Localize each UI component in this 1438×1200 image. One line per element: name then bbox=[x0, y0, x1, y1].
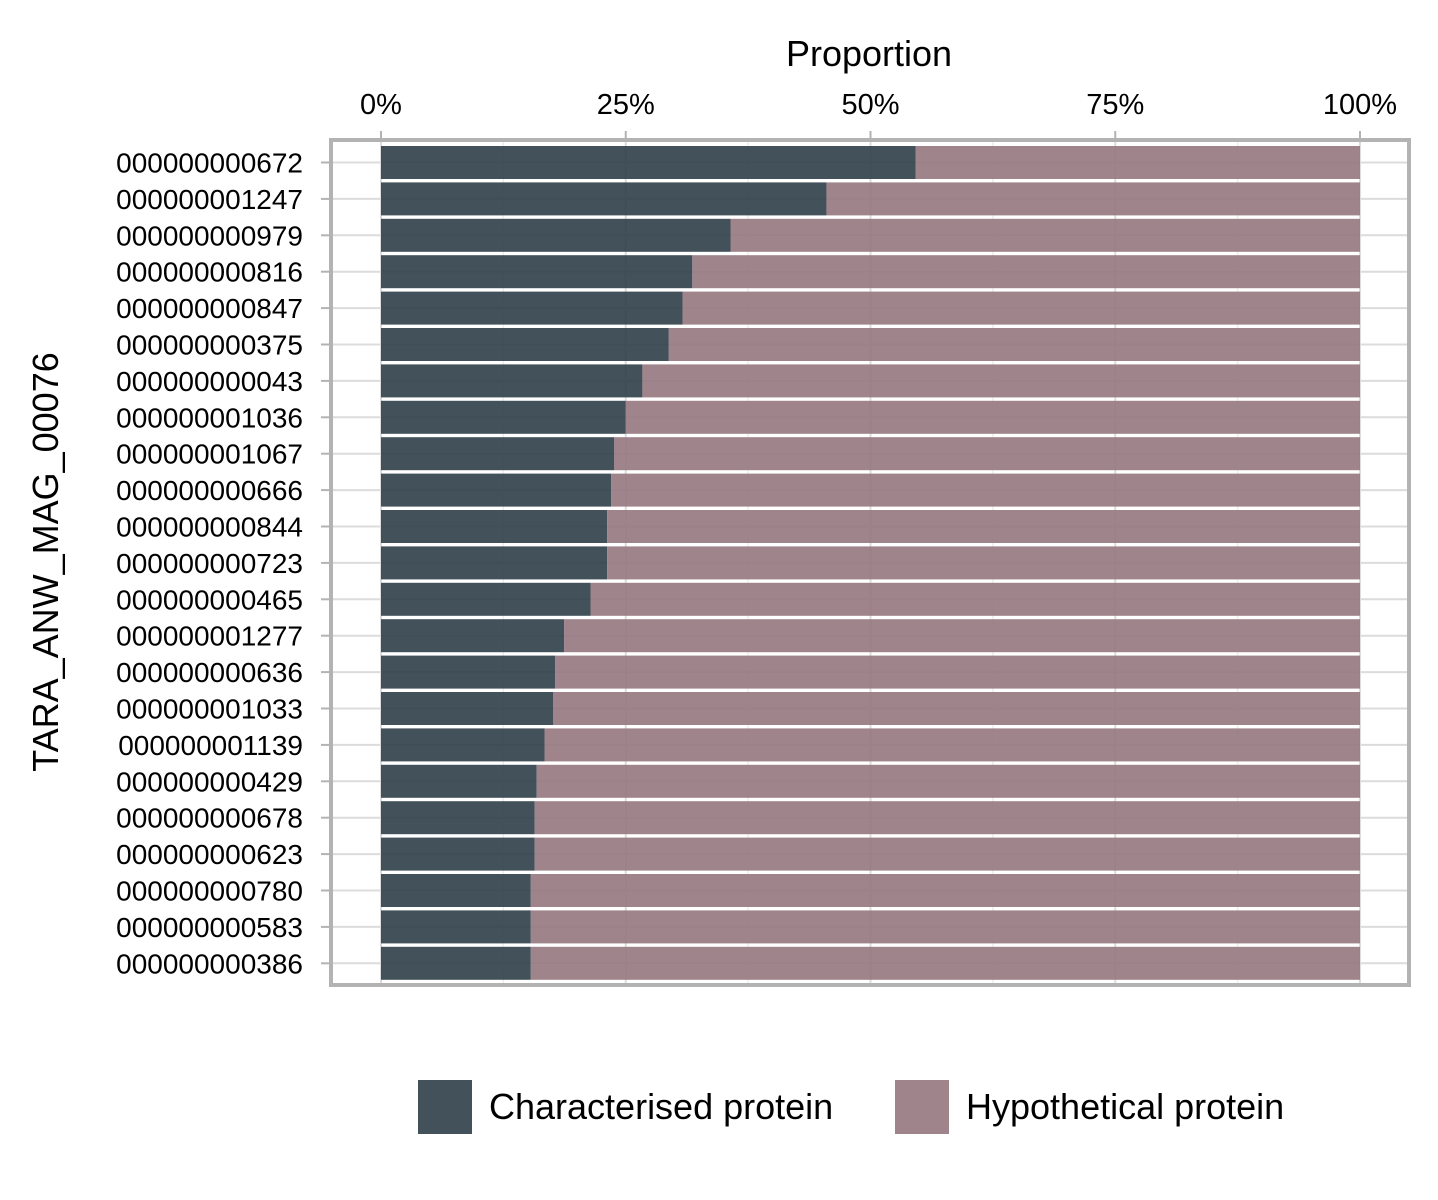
y-tick-label: 000000000678 bbox=[116, 803, 303, 834]
bar-characterised-000000001139 bbox=[381, 728, 545, 762]
bar-hypothetical-000000000429 bbox=[536, 764, 1360, 798]
bar-hypothetical-000000001067 bbox=[614, 437, 1360, 471]
y-tick-label: 000000001277 bbox=[116, 621, 303, 652]
y-tick-label: 000000000043 bbox=[116, 366, 303, 397]
bar-characterised-000000000429 bbox=[381, 764, 537, 798]
bar-characterised-000000000043 bbox=[381, 364, 643, 398]
y-tick-label: 000000001139 bbox=[118, 730, 303, 761]
bar-characterised-000000000979 bbox=[381, 218, 731, 252]
bar-characterised-000000001067 bbox=[381, 437, 615, 471]
y-tick-label: 000000001067 bbox=[116, 439, 303, 470]
bar-hypothetical-000000001033 bbox=[553, 692, 1360, 725]
y-tick-label: 000000000465 bbox=[116, 584, 303, 615]
y-tick-label: 000000000583 bbox=[116, 912, 303, 943]
bar-characterised-000000000844 bbox=[381, 510, 608, 543]
y-tick-label: 000000000780 bbox=[116, 876, 303, 907]
bar-hypothetical-000000000816 bbox=[692, 255, 1360, 289]
bar-characterised-000000000465 bbox=[381, 582, 591, 616]
bar-characterised-000000000847 bbox=[381, 291, 683, 325]
y-tick-label: 000000000636 bbox=[116, 657, 303, 688]
bar-characterised-000000000678 bbox=[381, 801, 535, 835]
bar-characterised-000000000583 bbox=[381, 910, 531, 944]
x-tick-label: 0% bbox=[360, 89, 402, 121]
bar-hypothetical-000000000465 bbox=[590, 582, 1360, 616]
x-tick-label: 25% bbox=[597, 89, 655, 121]
bar-hypothetical-000000000636 bbox=[555, 655, 1360, 689]
bar-hypothetical-000000000583 bbox=[530, 910, 1360, 944]
bar-characterised-000000000623 bbox=[381, 837, 535, 871]
y-tick-label: 000000000666 bbox=[116, 475, 303, 506]
legend: Characterised protein Hypothetical protei… bbox=[418, 1080, 1284, 1134]
bar-hypothetical-000000000623 bbox=[534, 837, 1360, 871]
bar-hypothetical-000000000375 bbox=[668, 328, 1360, 361]
y-tick-label: 000000000847 bbox=[116, 293, 303, 324]
y-tick-label: 000000000816 bbox=[116, 257, 303, 288]
y-tick-label: 000000000429 bbox=[116, 766, 303, 797]
y-tick-label: 000000000844 bbox=[116, 512, 303, 543]
y-tick-label: 000000001033 bbox=[116, 694, 303, 725]
bar-characterised-000000000816 bbox=[381, 255, 693, 289]
x-tick-label: 75% bbox=[1086, 89, 1144, 121]
bar-characterised-000000000672 bbox=[381, 146, 916, 179]
bar-characterised-000000000780 bbox=[381, 874, 531, 907]
x-axis-ticks: 0% 25% 50% 75% 100% bbox=[360, 89, 1397, 140]
x-axis-title: Proportion bbox=[786, 33, 952, 74]
bar-hypothetical-000000000672 bbox=[915, 146, 1360, 179]
bar-hypothetical-000000001247 bbox=[826, 182, 1360, 216]
y-tick-label: 000000000386 bbox=[116, 948, 303, 979]
x-tick-label: 100% bbox=[1323, 89, 1397, 121]
bar-characterised-000000001247 bbox=[381, 182, 827, 216]
bar-characterised-000000001277 bbox=[381, 619, 565, 653]
legend-label: Hypothetical protein bbox=[966, 1086, 1284, 1127]
bar-characterised-000000001033 bbox=[381, 692, 554, 725]
bar-hypothetical-000000000666 bbox=[611, 473, 1360, 507]
legend-swatch bbox=[418, 1080, 472, 1134]
bar-characterised-000000000666 bbox=[381, 473, 612, 507]
bar-hypothetical-000000001139 bbox=[544, 728, 1360, 762]
legend-label: Characterised protein bbox=[489, 1086, 833, 1127]
y-tick-label: 000000000723 bbox=[116, 548, 303, 579]
bar-characterised-000000000636 bbox=[381, 655, 556, 689]
bar-characterised-000000000386 bbox=[381, 946, 531, 980]
bar-hypothetical-000000000780 bbox=[530, 874, 1360, 907]
y-tick-label: 000000000623 bbox=[116, 839, 303, 870]
bar-hypothetical-000000001277 bbox=[564, 619, 1360, 653]
bar-hypothetical-000000001036 bbox=[625, 400, 1360, 434]
bar-hypothetical-000000000723 bbox=[607, 546, 1360, 580]
bars bbox=[381, 146, 1360, 980]
y-axis-title: TARA_ANW_MAG_00076 bbox=[25, 352, 66, 772]
bar-hypothetical-000000000847 bbox=[682, 291, 1360, 325]
y-tick-label: 000000001036 bbox=[116, 402, 303, 433]
bar-hypothetical-000000000386 bbox=[530, 946, 1360, 980]
y-tick-label: 000000000672 bbox=[116, 148, 303, 179]
legend-swatch bbox=[895, 1080, 949, 1134]
bar-characterised-000000001036 bbox=[381, 400, 626, 434]
bar-hypothetical-000000000844 bbox=[607, 510, 1360, 543]
bar-hypothetical-000000000043 bbox=[642, 364, 1360, 398]
y-tick-label: 000000001247 bbox=[116, 184, 303, 215]
bar-characterised-000000000723 bbox=[381, 546, 608, 580]
bar-hypothetical-000000000678 bbox=[534, 801, 1360, 835]
y-tick-label: 000000000375 bbox=[116, 330, 303, 361]
y-tick-label: 000000000979 bbox=[116, 220, 303, 251]
bar-characterised-000000000375 bbox=[381, 328, 669, 361]
x-tick-label: 50% bbox=[841, 89, 899, 121]
y-axis-ticks: 000000000672 000000001247 000000000979 0000… bbox=[116, 148, 331, 979]
bar-hypothetical-000000000979 bbox=[730, 218, 1360, 252]
